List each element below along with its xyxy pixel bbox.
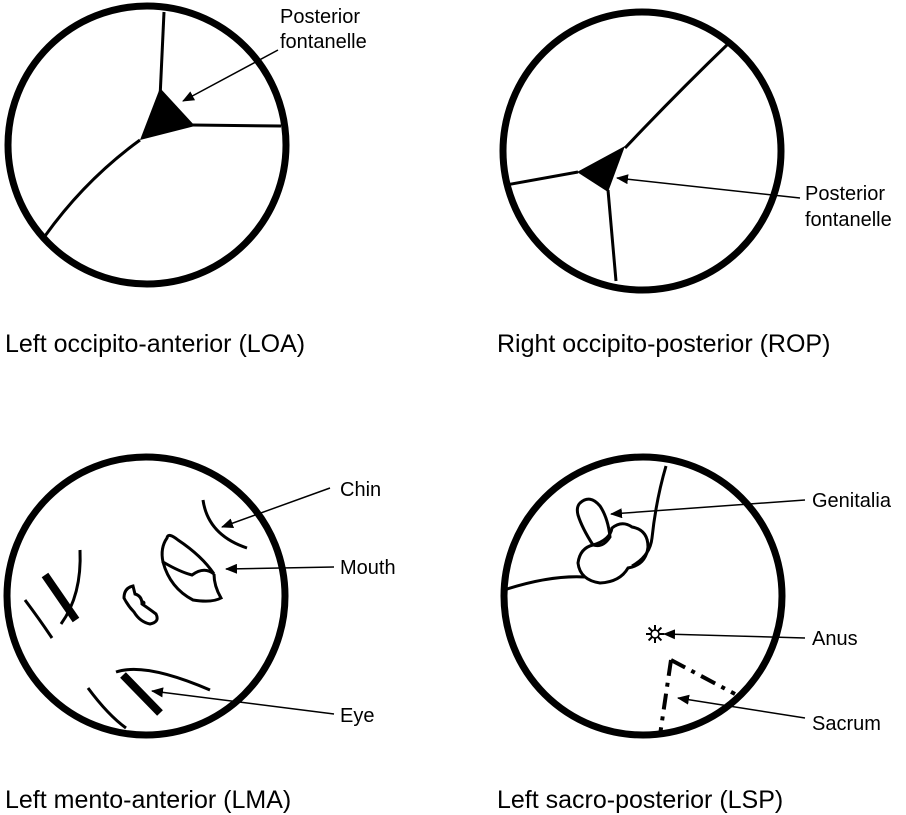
rop-fontanelle-pointer <box>616 174 801 199</box>
lma-left-lower-arc <box>23 599 54 639</box>
lma-chin-arc <box>201 499 248 550</box>
lsp-genitalia-pointer <box>610 499 806 519</box>
loa-fontanelle-pointer <box>182 49 279 102</box>
lma-bottom-brow-arc <box>115 667 211 692</box>
lma-left-eye-line <box>41 572 80 623</box>
rop-lambdoid-suture-left <box>505 170 579 187</box>
lma-chin-pointer <box>221 487 331 528</box>
rop-posterior-fontanelle <box>577 146 625 192</box>
loa-lambdoid-suture-right <box>191 123 282 128</box>
lma-eye-pointer <box>151 687 335 715</box>
loa-lambdoid-suture-left <box>43 138 141 237</box>
loa-sagittal-suture <box>158 11 166 99</box>
lma-left-brow-arc <box>59 549 82 625</box>
loa-caption: Left occipito-anterior (LOA) <box>5 330 305 358</box>
lsp-thigh-line <box>503 575 586 592</box>
lsp-genitalia-label: Genitalia <box>812 490 892 512</box>
lsp-sacrum-line-right <box>670 658 736 696</box>
rop-head-circle <box>499 8 785 294</box>
lma-bottom-lower-arc <box>86 687 127 730</box>
lma-caption: Left mento-anterior (LMA) <box>5 786 291 814</box>
loa-fontanelle-label-line1: Posterior <box>280 6 360 28</box>
lsp-sacrum-label: Sacrum <box>812 713 881 735</box>
lma-nostril <box>140 600 146 606</box>
panel-rop: Posterior fontanelle Right occipito-post… <box>497 8 892 358</box>
lsp-caption: Left sacro-posterior (LSP) <box>497 786 783 814</box>
panel-lsp: Genitalia Anus Sacrum Left sacro-posteri… <box>497 453 892 814</box>
lma-bottom-eye-line <box>120 672 163 716</box>
panel-loa: Posterior fontanelle Left occipito-anter… <box>4 2 367 358</box>
panel-lma: Chin Mouth Eye Left mento-anterior (LMA) <box>3 453 396 814</box>
rop-caption: Right occipito-posterior (ROP) <box>497 330 830 358</box>
lma-mouth-pointer <box>225 563 335 574</box>
lma-head-circle <box>3 453 289 739</box>
rop-sagittal-suture <box>623 40 732 150</box>
lsp-body-circle <box>500 453 786 739</box>
lsp-sacrum-pointer <box>677 694 806 719</box>
lsp-genitalia <box>575 497 650 585</box>
rop-lambdoid-suture-down <box>606 189 618 282</box>
lsp-leg-line <box>631 465 668 568</box>
rop-fontanelle-label-line1: Posterior <box>805 183 885 205</box>
loa-head-circle <box>4 2 290 288</box>
lsp-anus-label: Anus <box>812 628 858 650</box>
lma-nose <box>122 584 159 626</box>
loa-fontanelle-label-line2: fontanelle <box>280 31 367 53</box>
lsp-sacrum-line-left <box>658 659 673 736</box>
lsp-anus <box>646 625 664 643</box>
lma-eye-label: Eye <box>340 705 374 727</box>
lma-chin-label: Chin <box>340 479 381 501</box>
lsp-anus-pointer <box>663 629 806 640</box>
loa-posterior-fontanelle <box>140 88 195 140</box>
rop-fontanelle-label-line2: fontanelle <box>805 209 892 231</box>
lma-mouth-lips <box>160 533 224 603</box>
lma-mouth-label: Mouth <box>340 557 396 579</box>
